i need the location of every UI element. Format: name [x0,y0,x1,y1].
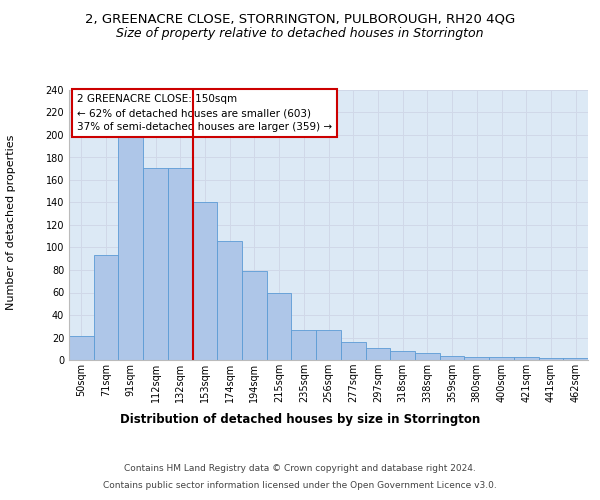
Bar [217,241,242,360]
Bar [464,356,489,360]
Bar [316,330,341,360]
Bar [242,271,267,360]
Bar [143,168,168,360]
Bar [489,356,514,360]
Bar [390,351,415,360]
Bar [563,358,588,360]
Bar [69,336,94,360]
Bar [118,137,143,360]
Bar [267,292,292,360]
Text: Size of property relative to detached houses in Storrington: Size of property relative to detached ho… [116,28,484,40]
Text: Number of detached properties: Number of detached properties [6,135,16,310]
Bar [365,348,390,360]
Text: 2 GREENACRE CLOSE: 150sqm
← 62% of detached houses are smaller (603)
37% of semi: 2 GREENACRE CLOSE: 150sqm ← 62% of detac… [77,94,332,132]
Bar [193,202,217,360]
Bar [440,356,464,360]
Bar [415,353,440,360]
Text: 2, GREENACRE CLOSE, STORRINGTON, PULBOROUGH, RH20 4QG: 2, GREENACRE CLOSE, STORRINGTON, PULBORO… [85,12,515,26]
Bar [539,358,563,360]
Bar [94,256,118,360]
Bar [292,330,316,360]
Bar [341,342,365,360]
Bar [514,356,539,360]
Bar [168,168,193,360]
Text: Contains public sector information licensed under the Open Government Licence v3: Contains public sector information licen… [103,481,497,490]
Text: Contains HM Land Registry data © Crown copyright and database right 2024.: Contains HM Land Registry data © Crown c… [124,464,476,473]
Text: Distribution of detached houses by size in Storrington: Distribution of detached houses by size … [120,412,480,426]
